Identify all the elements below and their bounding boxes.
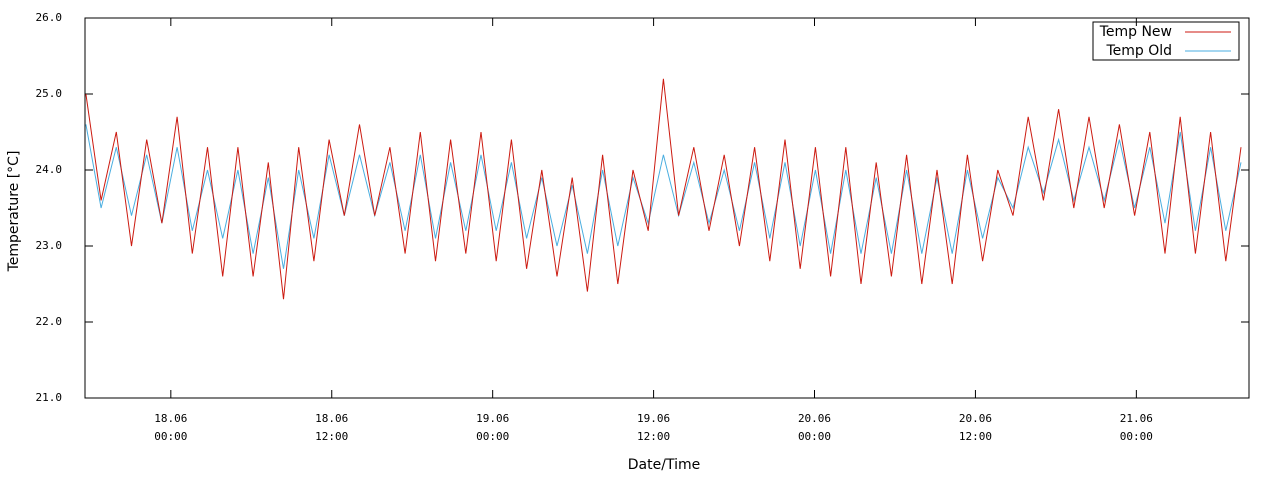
x-tick-label: 20.06 xyxy=(959,412,992,425)
legend-label: Temp New xyxy=(1099,24,1172,40)
x-tick-label: 12:00 xyxy=(315,430,348,443)
x-axis-label: Date/Time xyxy=(628,457,700,473)
x-tick-label: 00:00 xyxy=(798,430,831,443)
x-tick-label: 00:00 xyxy=(154,430,187,443)
y-tick-label: 21.0 xyxy=(36,391,63,404)
x-tick-label: 12:00 xyxy=(959,430,992,443)
x-tick-label: 18.06 xyxy=(154,412,187,425)
x-tick-label: 21.06 xyxy=(1120,412,1153,425)
legend-box xyxy=(1092,21,1240,61)
x-tick-label: 20.06 xyxy=(798,412,831,425)
series-line xyxy=(85,124,1242,269)
y-tick-label: 26.0 xyxy=(36,11,63,24)
x-tick-label: 18.06 xyxy=(315,412,348,425)
x-tick-label: 12:00 xyxy=(637,430,670,443)
y-tick-label: 22.0 xyxy=(36,315,63,328)
legend-label: Temp Old xyxy=(1105,43,1172,59)
x-tick-label: 00:00 xyxy=(476,430,509,443)
series-line xyxy=(85,78,1242,300)
y-tick-label: 24.0 xyxy=(36,163,63,176)
y-tick-label: 23.0 xyxy=(36,239,63,252)
x-tick-label: 19.06 xyxy=(476,412,509,425)
y-tick-label: 25.0 xyxy=(36,87,63,100)
x-tick-label: 00:00 xyxy=(1120,430,1153,443)
y-axis-label: Temperature [°C] xyxy=(6,151,22,273)
plot-frame xyxy=(84,17,1250,399)
x-tick-label: 19.06 xyxy=(637,412,670,425)
